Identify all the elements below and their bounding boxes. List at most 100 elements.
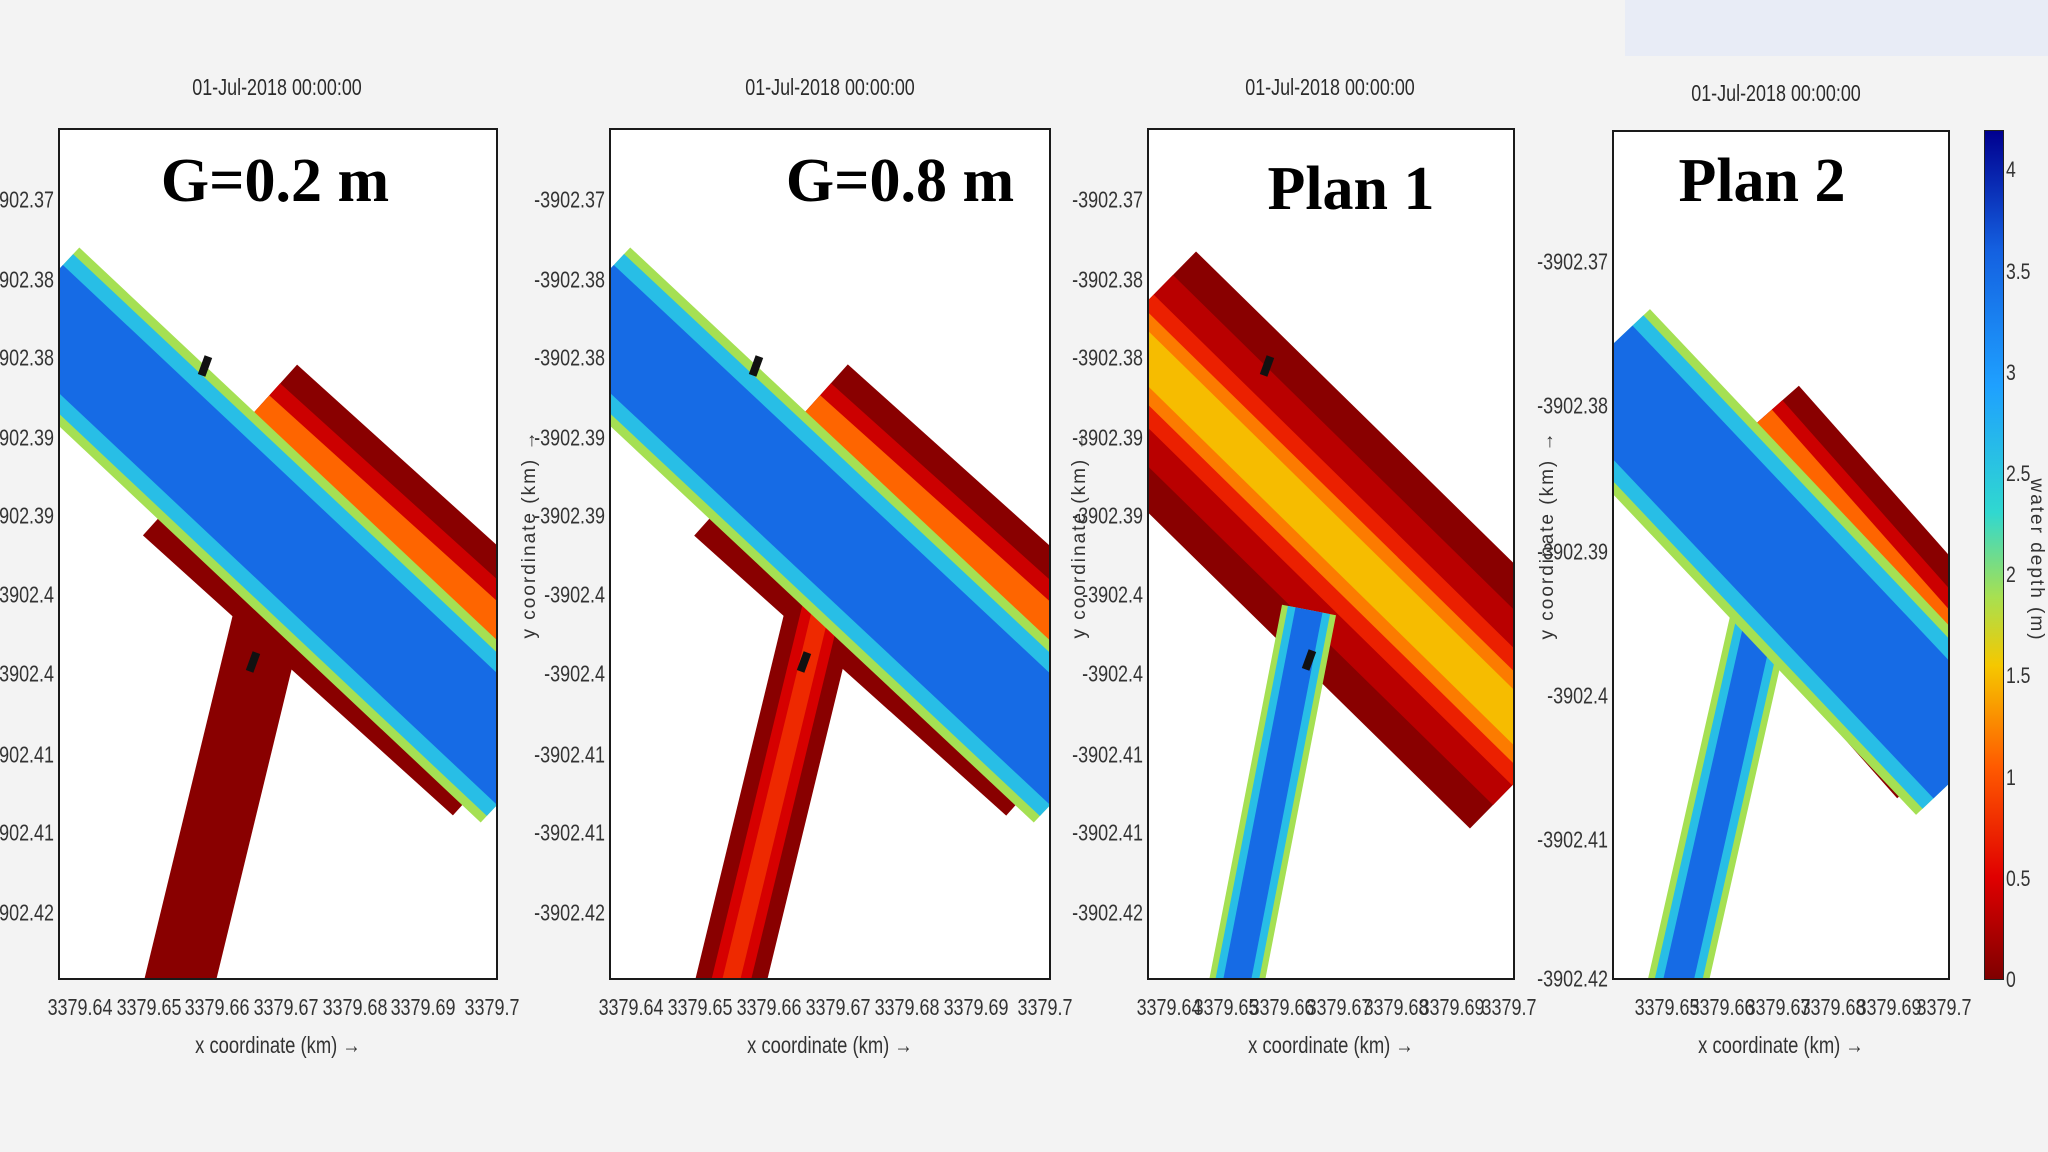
y-tick-label: -3902.38 <box>1072 344 1143 371</box>
y-tick-label: -3902.41 <box>1072 741 1143 768</box>
y-tick-label: -3902.41 <box>1072 819 1143 846</box>
x-tick-label: 3379.66 <box>184 994 250 1020</box>
plot-area-3 <box>1147 128 1515 980</box>
y-tick-label: -3902.4 <box>1547 682 1608 709</box>
x-tick-label: 3379.7 <box>1017 994 1073 1020</box>
colorbar <box>1984 130 2004 980</box>
x-tick-label: 3379.66 <box>1689 994 1755 1020</box>
plot-area-1 <box>58 128 498 980</box>
structure-marker <box>197 355 213 377</box>
x-tick-label: 3379.64 <box>47 994 113 1020</box>
main-channel-band-4 <box>1149 331 1513 745</box>
structure-marker <box>1259 355 1275 377</box>
y-tick-label: -3902.4 <box>1082 581 1143 608</box>
y-tick-label: -3902.42 <box>534 899 605 926</box>
panel-timestamp: 01-Jul-2018 00:00:00 <box>1691 80 1861 106</box>
x-tick-label: 3379.68 <box>1800 994 1866 1020</box>
x-tick-label: 3379.64 <box>598 994 664 1020</box>
y-tick-label: -3902.4 <box>544 581 605 608</box>
x-tick-label: 3379.65 <box>116 994 182 1020</box>
y-tick-label: -3902.38 <box>0 266 54 293</box>
y-tick-label: -3902.41 <box>0 741 54 768</box>
x-tick-label: 3379.67 <box>1745 994 1811 1020</box>
main-channel <box>1149 251 1513 829</box>
depth-field <box>611 247 1049 978</box>
branch-channel-band-0 <box>144 601 305 978</box>
y-tick-label: -3902.39 <box>534 424 605 451</box>
colorbar-tick: 1 <box>2006 764 2016 790</box>
y-tick-label: -3902.41 <box>534 741 605 768</box>
x-tick-label: 3379.65 <box>1193 994 1259 1020</box>
x-tick-label: 3379.69 <box>943 994 1009 1020</box>
colorbar-tick: 0 <box>2006 967 2016 992</box>
y-tick-label: -3902.4 <box>0 581 55 608</box>
x-tick-label: 3379.68 <box>322 994 388 1020</box>
y-tick-label: -3902.38 <box>0 344 54 371</box>
branch-channel <box>1209 604 1336 978</box>
x-tick-label: 3379.7 <box>1481 994 1537 1020</box>
y-tick-label: -3902.39 <box>0 502 54 529</box>
x-tick-label: 3379.7 <box>1916 994 1972 1020</box>
y-tick-label: -3902.37 <box>1537 248 1608 275</box>
structure-marker <box>245 651 261 673</box>
main-channel-band-2 <box>611 264 1049 804</box>
x-tick-label: 3379.64 <box>1136 994 1202 1020</box>
x-axis-label: x coordinate (km) → <box>195 1032 361 1058</box>
y-tick-label: -3902.37 <box>1072 186 1143 213</box>
y-tick-label: -3902.37 <box>534 186 605 213</box>
depth-field <box>1614 309 1948 978</box>
x-tick-label: 3379.69 <box>390 994 456 1020</box>
colorbar-label: water depth (m) <box>2026 478 2047 642</box>
y-tick-label: -3902.38 <box>1537 392 1608 419</box>
x-axis-label: x coordinate (km) → <box>1248 1032 1414 1058</box>
x-tick-label: 3379.66 <box>736 994 802 1020</box>
structure-marker <box>748 355 764 377</box>
main-channel <box>1614 309 1948 815</box>
branch-channel-band-2 <box>1663 598 1779 978</box>
panel-label: Plan 2 <box>1678 147 1846 215</box>
panel-label: G=0.2 m <box>160 147 390 215</box>
x-tick-label: 3379.67 <box>253 994 319 1020</box>
colorbar-tick: 2.5 <box>2006 461 2031 487</box>
y-tick-label: -3902.37 <box>0 186 54 213</box>
y-tick-label: -3902.4 <box>0 660 55 687</box>
y-tick-label: -3902.4 <box>1082 660 1143 687</box>
plot-area-4 <box>1612 130 1950 980</box>
x-axis-label: x coordinate (km) → <box>747 1032 913 1058</box>
x-tick-label: 3379.7 <box>464 994 520 1020</box>
branch-channel <box>1648 595 1794 978</box>
y-tick-label: -3902.41 <box>534 819 605 846</box>
y-axis-label: y coordinate (km) → <box>1069 429 1090 639</box>
y-tick-label: -3902.42 <box>0 899 54 926</box>
structure-marker <box>1301 649 1317 671</box>
y-tick-label: -3902.4 <box>544 660 605 687</box>
main-channel <box>60 247 496 823</box>
top-right-tint <box>1625 0 2048 56</box>
panel-timestamp: 01-Jul-2018 00:00:00 <box>192 74 362 100</box>
depth-field <box>1149 251 1513 978</box>
x-tick-label: 3379.68 <box>874 994 940 1020</box>
panel-timestamp: 01-Jul-2018 00:00:00 <box>745 74 915 100</box>
panel-label: G=0.8 m <box>785 147 1015 215</box>
branch-channel-band-2 <box>1223 607 1323 978</box>
y-tick-label: -3902.41 <box>0 819 54 846</box>
y-tick-label: -3902.38 <box>1072 266 1143 293</box>
x-tick-label: 3379.67 <box>1306 994 1372 1020</box>
x-axis-label: x coordinate (km) → <box>1698 1032 1864 1058</box>
branch-channel <box>144 601 305 978</box>
colorbar-tick: 3.5 <box>2006 258 2031 284</box>
x-tick-label: 3379.69 <box>1419 994 1485 1020</box>
y-tick-label: -3902.42 <box>1072 899 1143 926</box>
x-tick-label: 3379.66 <box>1249 994 1315 1020</box>
y-tick-label: -3902.39 <box>1537 538 1608 565</box>
colorbar-tick: 1.5 <box>2006 663 2031 689</box>
y-tick-label: -3902.39 <box>0 424 54 451</box>
y-tick-label: -3902.39 <box>1072 424 1143 451</box>
colorbar-tick: 4 <box>2006 157 2016 183</box>
x-tick-label: 3379.67 <box>805 994 871 1020</box>
y-tick-label: -3902.42 <box>1537 965 1608 992</box>
depth-field <box>60 247 496 978</box>
panel-label: Plan 1 <box>1267 155 1435 223</box>
x-tick-label: 3379.65 <box>667 994 733 1020</box>
x-tick-label: 3379.68 <box>1363 994 1429 1020</box>
